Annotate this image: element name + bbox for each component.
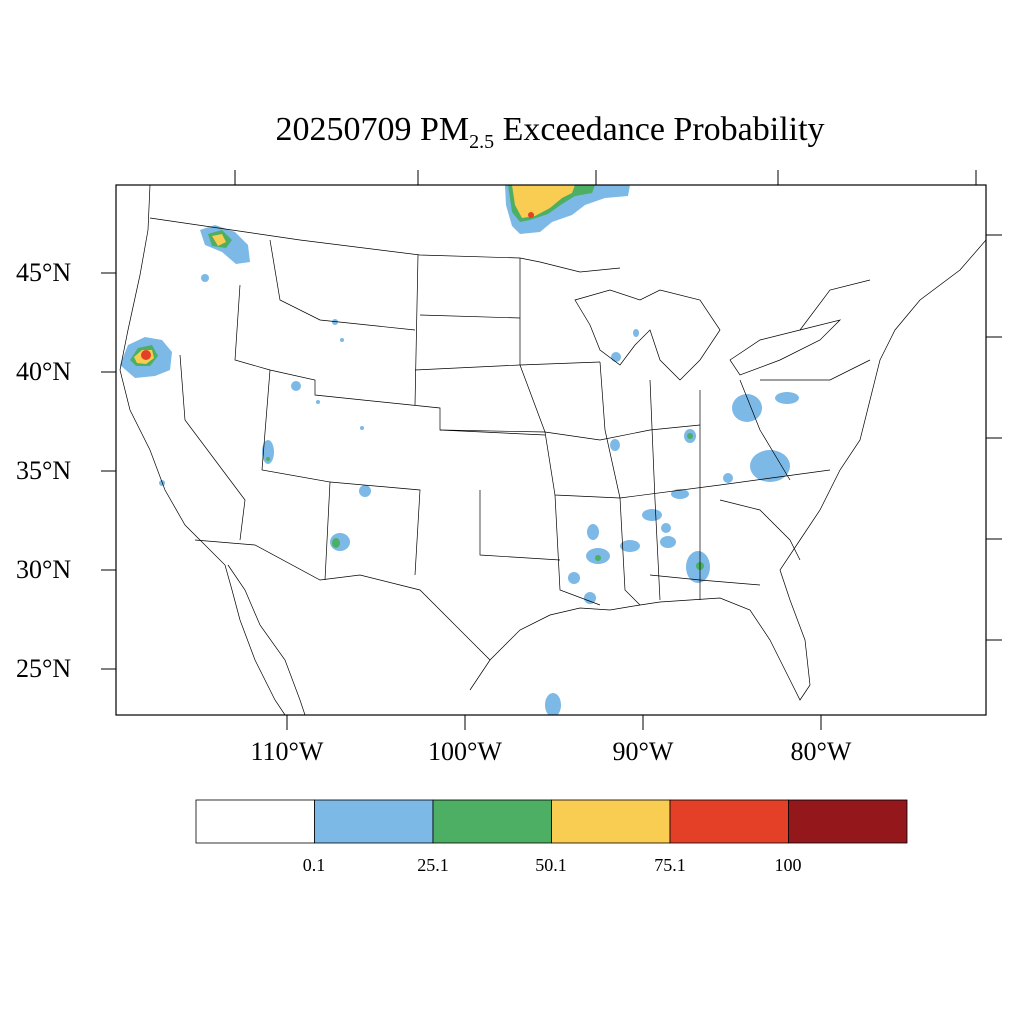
legend-swatch-5	[788, 799, 908, 844]
title-subscript: 2.5	[469, 130, 495, 153]
title-suffix: Exceedance Probability	[494, 111, 825, 148]
blob-oregon	[120, 337, 172, 378]
legend-label-2: 50.1	[535, 855, 567, 875]
tick-marks	[101, 170, 1002, 730]
boundaries	[119, 185, 986, 715]
lat-label-40: 40°N	[16, 357, 72, 386]
legend-label-0: 0.1	[302, 855, 326, 875]
lat-label-35: 35°N	[16, 456, 72, 485]
map-frame	[115, 184, 987, 716]
lon-label-80: 80°W	[790, 737, 852, 766]
lon-label-100: 100°W	[428, 737, 502, 766]
lat-label-45: 45°N	[16, 258, 72, 287]
legend-label-1: 25.1	[417, 855, 449, 875]
lat-label-30: 30°N	[16, 555, 72, 584]
legend-swatch-3	[551, 799, 671, 844]
title-prefix: 20250709 PM	[275, 111, 470, 148]
legend-swatch-0	[195, 799, 315, 844]
legend-label-4: 100	[774, 855, 802, 875]
lat-label-25: 25°N	[16, 654, 72, 683]
legend-label-3: 75.1	[654, 855, 686, 875]
lon-label-110: 110°W	[250, 737, 324, 766]
legend-swatch-2	[432, 799, 552, 844]
blob-idaho	[200, 225, 250, 282]
lon-label-90: 90°W	[612, 737, 674, 766]
blob-canada	[505, 185, 630, 234]
legend-swatch-4	[669, 799, 789, 844]
legend-swatch-1	[314, 799, 434, 844]
blob-small-blue	[159, 319, 799, 715]
map-title: 20250709 PM2.5 Exceedance Probability	[0, 110, 1024, 162]
probability-shading	[120, 185, 799, 715]
